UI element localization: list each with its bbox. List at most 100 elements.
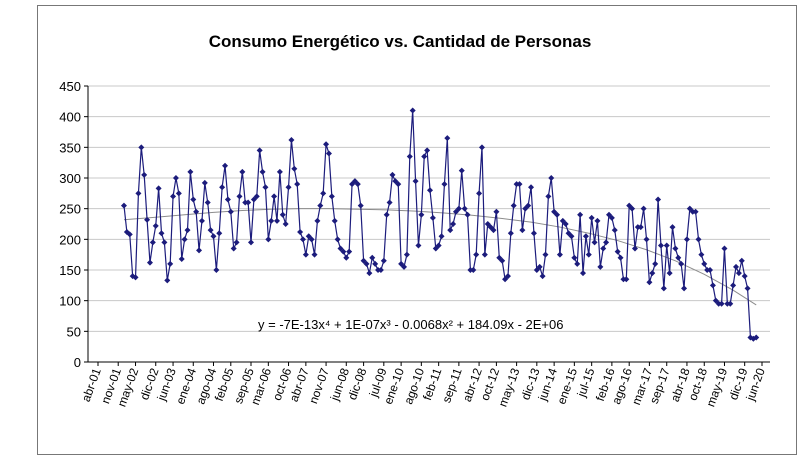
data-point: [149, 239, 156, 246]
data-point: [308, 236, 315, 243]
data-point: [429, 214, 436, 221]
data-point: [637, 224, 644, 231]
data-point: [735, 270, 742, 277]
data-point: [210, 233, 217, 240]
data-point: [366, 270, 373, 277]
data-point: [273, 217, 280, 224]
data-point: [369, 254, 376, 261]
data-point: [158, 230, 165, 237]
data-point: [224, 196, 231, 203]
data-point: [288, 136, 295, 143]
data-point: [363, 260, 370, 267]
y-tick-label: 450: [59, 79, 81, 94]
data-point: [698, 251, 705, 258]
data-point: [683, 236, 690, 243]
y-tick-label: 350: [59, 140, 81, 155]
data-point: [279, 211, 286, 218]
data-point: [623, 276, 630, 283]
data-point: [262, 184, 269, 191]
data-point: [692, 208, 699, 215]
data-point: [574, 260, 581, 267]
data-point: [660, 285, 667, 292]
data-point: [455, 205, 462, 212]
data-point: [652, 260, 659, 267]
data-point: [528, 184, 535, 191]
data-point: [614, 248, 621, 255]
data-point: [588, 214, 595, 221]
y-tick-label: 250: [59, 202, 81, 217]
data-point: [311, 251, 318, 258]
data-point: [675, 254, 682, 261]
data-point: [377, 267, 384, 273]
data-point: [146, 259, 153, 266]
data-point: [519, 227, 526, 234]
y-tick-label: 200: [59, 232, 81, 247]
data-point: [554, 211, 561, 218]
data-point: [582, 233, 589, 240]
data-point: [328, 193, 335, 200]
data-point: [207, 227, 214, 234]
data-point: [401, 263, 408, 270]
data-point: [470, 267, 477, 273]
data-point: [155, 185, 162, 192]
data-point: [181, 236, 188, 243]
data-point: [409, 107, 416, 114]
data-point: [744, 285, 751, 292]
data-point: [302, 251, 309, 258]
data-point: [649, 270, 656, 277]
data-point: [640, 205, 647, 212]
data-point: [196, 247, 203, 254]
data-point: [172, 175, 179, 181]
data-point: [372, 260, 379, 267]
data-point: [571, 254, 578, 261]
data-point: [175, 190, 182, 197]
data-point: [478, 144, 485, 151]
data-point: [591, 239, 598, 246]
data-point: [386, 199, 393, 206]
data-point: [481, 251, 488, 258]
data-point: [643, 236, 650, 243]
data-point: [198, 217, 205, 224]
data-point: [412, 178, 419, 185]
data-point: [536, 263, 543, 270]
data-point: [577, 211, 584, 218]
y-tick-label: 0: [74, 355, 81, 370]
data-point: [721, 245, 728, 252]
data-point: [733, 263, 740, 270]
data-point: [600, 245, 607, 252]
data-point: [403, 251, 410, 258]
data-point: [233, 239, 240, 246]
data-point: [548, 175, 555, 181]
data-point: [539, 273, 546, 280]
data-point: [611, 227, 618, 234]
data-point: [299, 236, 306, 243]
data-point: [138, 144, 145, 151]
data-point: [542, 251, 549, 258]
data-point: [753, 334, 760, 341]
y-tick-label: 300: [59, 171, 81, 186]
data-point: [568, 233, 575, 240]
data-point: [473, 251, 480, 258]
data-point: [476, 190, 483, 197]
data-point: [701, 260, 708, 267]
data-point: [681, 285, 688, 292]
data-point: [354, 181, 361, 188]
data-point: [346, 248, 353, 255]
data-point: [227, 208, 234, 215]
data-point: [424, 147, 431, 154]
data-point: [230, 245, 237, 252]
data-point: [320, 190, 327, 197]
data-point: [525, 202, 532, 209]
data-point: [727, 300, 734, 307]
data-point: [450, 221, 457, 227]
data-point: [248, 239, 255, 246]
data-point: [458, 167, 465, 174]
data-point: [741, 273, 748, 280]
data-point: [415, 242, 422, 249]
data-point: [738, 257, 745, 264]
data-point: [213, 267, 220, 273]
data-point: [132, 274, 139, 281]
data-point: [135, 190, 142, 197]
data-point: [323, 141, 330, 148]
data-point: [250, 196, 257, 203]
